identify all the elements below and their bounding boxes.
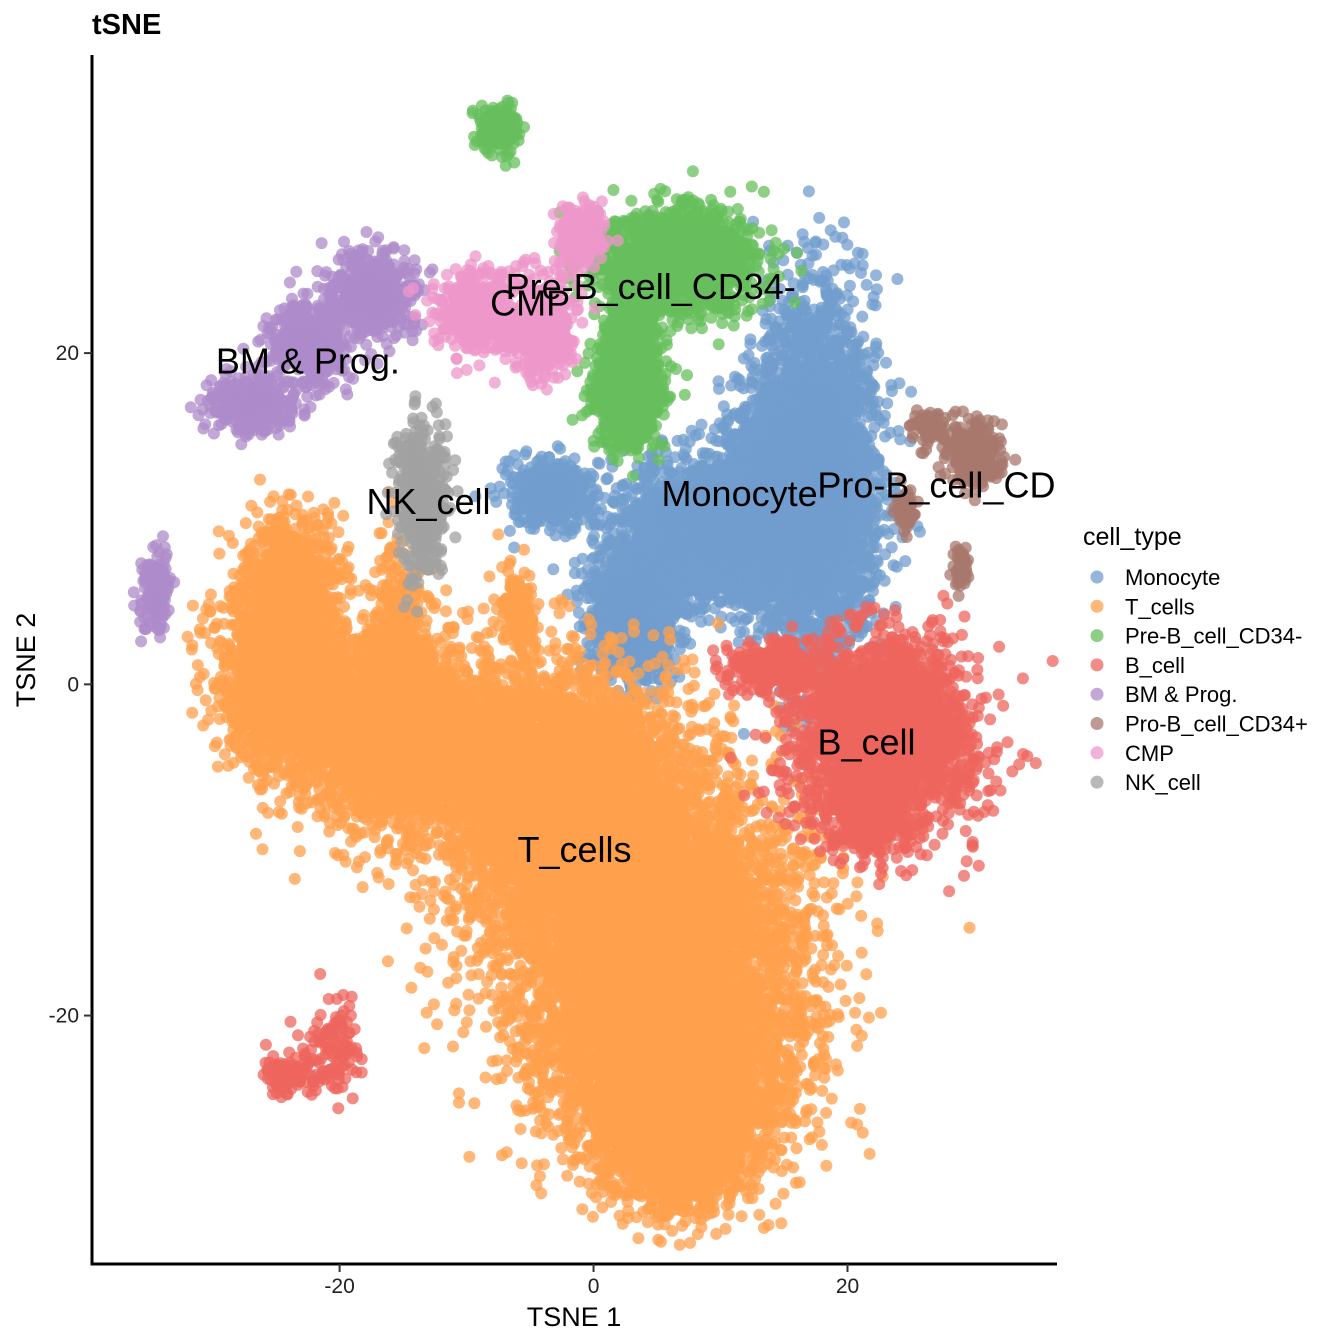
data-point (894, 433, 907, 446)
data-point (884, 426, 897, 439)
data-point (808, 324, 821, 337)
data-point (780, 362, 793, 375)
data-point (805, 335, 818, 348)
data-point (905, 385, 918, 398)
data-point (855, 266, 867, 279)
data-point (821, 398, 834, 411)
data-point (839, 336, 852, 349)
data-point (861, 366, 873, 379)
data-point (838, 409, 851, 422)
data-point (836, 363, 849, 376)
data-point (855, 402, 868, 415)
data-point (828, 575, 841, 587)
data-point (846, 386, 859, 399)
data-point (744, 338, 757, 350)
data-point (866, 378, 879, 390)
data-point (817, 238, 830, 251)
data-point (878, 574, 891, 587)
data-point (848, 420, 861, 433)
chart-title: tSNE (92, 9, 161, 41)
data-point (881, 397, 894, 410)
data-point (737, 727, 750, 740)
data-point (793, 372, 806, 385)
data-point (869, 340, 882, 353)
data-point (856, 247, 869, 260)
data-point (868, 421, 881, 434)
data-point (809, 618, 822, 631)
data-point (826, 424, 838, 437)
data-point (824, 224, 837, 237)
data-point (813, 211, 826, 224)
data-point (834, 318, 847, 331)
data-point (812, 593, 825, 606)
data-point (838, 216, 850, 229)
data-point (860, 278, 873, 291)
data-point (856, 310, 869, 323)
data-point (800, 312, 813, 325)
data-point (841, 289, 854, 302)
data-point (866, 298, 879, 311)
data-point (854, 574, 867, 587)
data-point (830, 290, 843, 303)
data-point (813, 384, 826, 397)
data-point (880, 356, 892, 369)
data-point (802, 185, 815, 198)
data-point (870, 269, 882, 282)
data-point (770, 321, 782, 334)
data-point (760, 313, 773, 326)
data-point (838, 446, 851, 459)
data-point (820, 317, 833, 330)
data-point (891, 273, 904, 285)
data-point (817, 342, 830, 355)
data-point (796, 228, 809, 241)
data-point (815, 362, 828, 375)
data-point (760, 352, 773, 365)
data-point (820, 269, 832, 282)
data-point (839, 585, 851, 598)
data-point (870, 283, 883, 296)
data-point (791, 340, 804, 353)
points-layer (127, 94, 1059, 1251)
data-point (810, 248, 822, 261)
data-point (843, 262, 856, 275)
data-point (885, 385, 898, 397)
